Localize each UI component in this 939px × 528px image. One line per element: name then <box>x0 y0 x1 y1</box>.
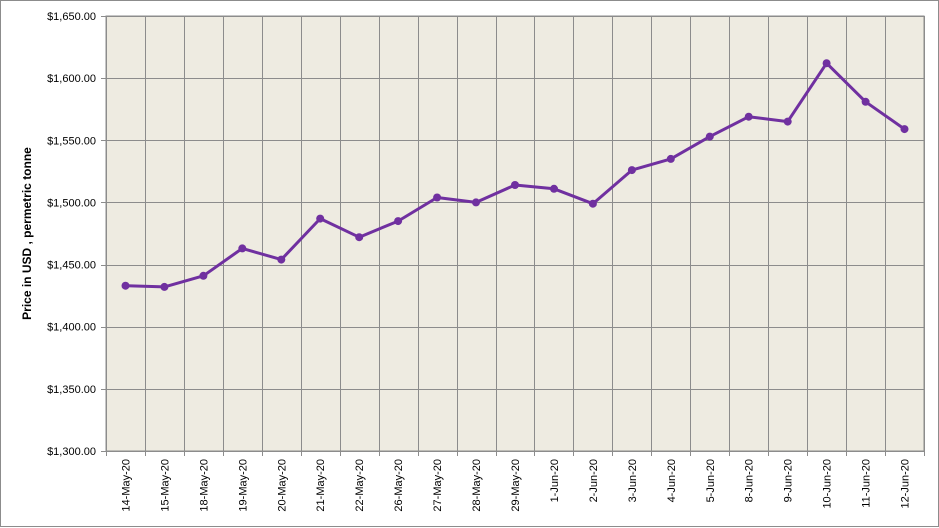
data-point <box>316 214 325 223</box>
x-tick-label: 8-Jun-20 <box>744 459 756 502</box>
data-point <box>705 132 714 141</box>
x-tick-label: 12-Jun-20 <box>900 459 912 509</box>
x-tick-label: 26-May-20 <box>393 459 405 512</box>
data-point <box>121 281 130 290</box>
data-point <box>472 198 480 207</box>
price-series <box>121 59 909 291</box>
x-tick-label: 5-Jun-20 <box>705 459 717 502</box>
data-point <box>160 282 169 291</box>
data-point <box>355 233 364 242</box>
data-point <box>433 193 442 202</box>
data-point <box>550 184 558 193</box>
gridlines <box>101 16 925 456</box>
y-axis-tick-labels: $1,300.00 $1,350.00 $1,400.00 $1,450.00 $1,5… <box>47 11 96 458</box>
data-point <box>783 117 792 126</box>
data-point <box>822 59 831 68</box>
y-tick-label: $1,550.00 <box>47 135 96 147</box>
data-point <box>199 271 208 280</box>
data-point <box>666 154 675 163</box>
y-tick-label: $1,600.00 <box>47 73 96 85</box>
y-tick-label: $1,350.00 <box>47 384 96 396</box>
x-tick-label: 4-Jun-20 <box>666 459 678 502</box>
x-tick-label: 1-Jun-20 <box>549 459 561 502</box>
data-point <box>627 166 636 175</box>
y-tick-label: $1,500.00 <box>47 197 96 209</box>
x-tick-label: 15-May-20 <box>159 459 171 512</box>
y-tick-label: $1,400.00 <box>47 322 96 334</box>
data-point <box>394 217 403 226</box>
data-point <box>238 244 247 253</box>
y-tick-label: $1,300.00 <box>47 446 96 458</box>
data-point <box>744 112 753 121</box>
x-tick-label: 29-May-20 <box>510 459 522 512</box>
x-tick-label: 14-May-20 <box>120 459 132 512</box>
x-tick-label: 20-May-20 <box>276 459 288 512</box>
x-tick-label: 22-May-20 <box>354 459 366 512</box>
x-tick-label: 9-Jun-20 <box>783 459 795 502</box>
y-axis-title: Price in USD , permetric tonne <box>20 147 34 320</box>
x-axis-tick-labels: 14-May-20 15-May-20 18-May-20 19-May-20 20-M… <box>120 459 911 512</box>
data-point <box>588 199 597 208</box>
data-point <box>511 181 519 189</box>
x-tick-label: 2-Jun-20 <box>588 459 600 502</box>
data-point <box>277 255 286 264</box>
y-tick-label: $1,650.00 <box>47 11 96 23</box>
x-tick-label: 18-May-20 <box>198 459 210 512</box>
plot-area <box>105 15 925 452</box>
x-tick-label: 19-May-20 <box>237 459 249 512</box>
x-tick-label: 3-Jun-20 <box>627 459 639 502</box>
y-tick-label: $1,450.00 <box>47 260 96 272</box>
data-point <box>861 97 870 106</box>
data-point <box>900 125 909 134</box>
x-tick-label: 28-May-20 <box>471 459 483 512</box>
x-tick-label: 11-Jun-20 <box>861 459 873 508</box>
x-tick-label: 21-May-20 <box>315 459 327 512</box>
x-tick-label: 10-Jun-20 <box>822 459 834 509</box>
x-tick-label: 27-May-20 <box>432 459 444 512</box>
